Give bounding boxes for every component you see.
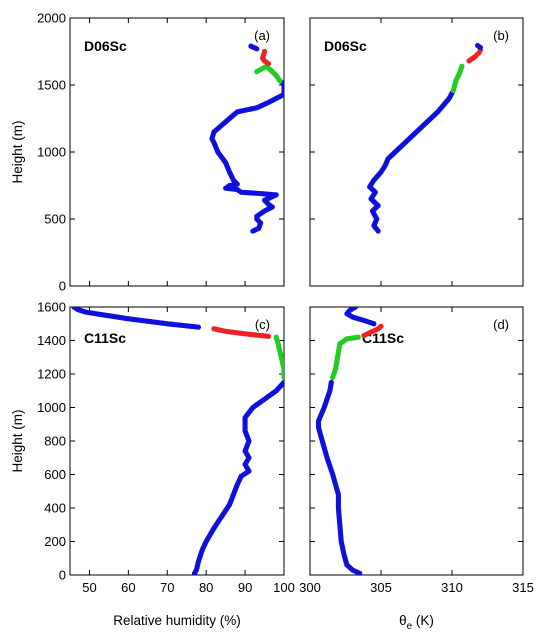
data-points (315, 307, 384, 575)
panel-b: (b) D06Sc (309, 17, 524, 287)
case-label: D06Sc (324, 38, 367, 54)
data-point (474, 42, 481, 49)
data-point (352, 307, 359, 310)
y-tick-label: 600 (44, 467, 66, 482)
y-tick-label: 1000 (37, 400, 66, 415)
panel-frame (309, 17, 524, 287)
data-point (248, 43, 254, 49)
data-points (71, 307, 284, 575)
x-tick-label: 90 (238, 580, 252, 595)
panel-frame (69, 17, 285, 287)
x-tick-label: 60 (121, 580, 135, 595)
data-point (71, 307, 77, 310)
data-point (261, 48, 268, 55)
panel-c: 0 200 400 600 800 1000 1200 1400 1600 50 60 70 80 90 1… (10, 300, 295, 629)
y-axis-label: Height (m) (10, 120, 25, 183)
panel-label: (a) (254, 28, 270, 43)
y-tick-label: 1000 (37, 145, 66, 160)
panel-a: 0 500 1000 1500 2000 (a) D06Sc Height (m) (10, 11, 285, 294)
y-tick-label: 800 (44, 434, 66, 449)
x-axis-label: θe (K) (399, 613, 434, 632)
x-tick-label: 80 (199, 580, 213, 595)
x-tick-label: 300 (299, 580, 321, 595)
x-tick-label: 70 (160, 580, 174, 595)
x-tick-label: 305 (370, 580, 392, 595)
x-axis-label: Relative humidity (%) (113, 613, 241, 628)
x-tick-label: 50 (82, 580, 96, 595)
data-point (254, 69, 260, 75)
data-point (211, 326, 217, 332)
y-tick-label: 200 (44, 534, 66, 549)
y-tick-label: 500 (44, 212, 66, 227)
case-label: D06Sc (84, 38, 127, 54)
data-points (209, 43, 284, 234)
x-tick-label: 100 (273, 580, 295, 595)
y-axis-label: Height (m) (10, 409, 25, 472)
y-tick-label: 1200 (37, 367, 66, 382)
case-label: C11Sc (84, 330, 126, 346)
data-point (273, 334, 279, 340)
data-point (378, 323, 384, 329)
panel-frame (69, 306, 285, 576)
x-tick-label: 310 (441, 580, 463, 595)
y-tick-label: 1600 (37, 300, 66, 315)
y-tick-label: 1500 (37, 78, 66, 93)
data-points (367, 42, 483, 234)
y-tick-label: 1400 (37, 333, 66, 348)
y-tick-label: 400 (44, 501, 66, 516)
y-tick-label: 2000 (37, 11, 66, 26)
data-point (459, 63, 465, 69)
data-point (281, 379, 284, 385)
panel-label: (c) (255, 317, 270, 332)
panel-label: (d) (493, 317, 509, 332)
y-tick-label: 0 (59, 279, 66, 294)
panel-label: (b) (493, 28, 509, 43)
data-point (355, 334, 361, 340)
data-point (328, 379, 334, 385)
y-tick-label: 0 (59, 568, 66, 583)
x-tick-label: 315 (512, 580, 534, 595)
